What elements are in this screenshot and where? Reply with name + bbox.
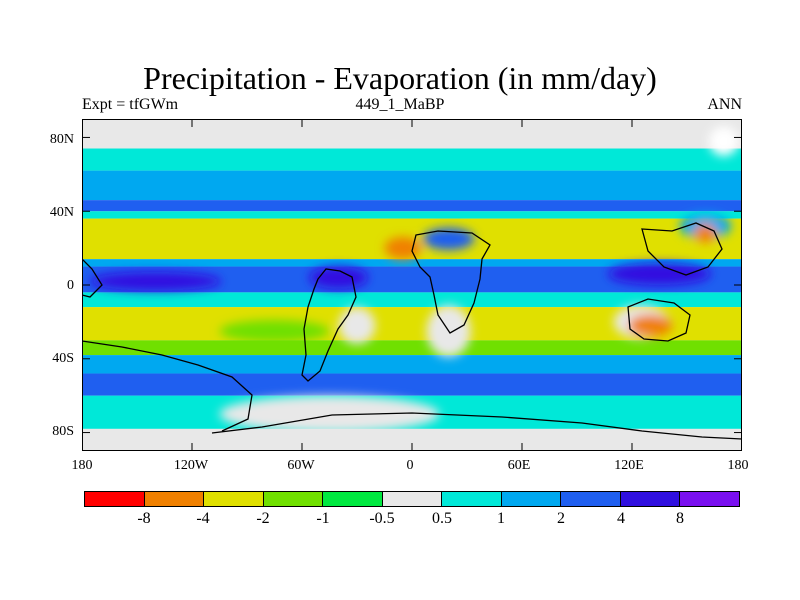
- colorbar-label: 4: [617, 510, 625, 527]
- field-patch: [694, 224, 717, 243]
- field-patches: [89, 126, 739, 433]
- lat-tick-label: 0: [67, 278, 74, 293]
- zonal-band: [82, 211, 742, 219]
- colorbar-cell: [382, 492, 443, 506]
- colorbar-cell: [323, 492, 383, 506]
- map-title: Precipitation - Evaporation (in mm/day): [143, 60, 657, 96]
- time-label: 449_1_MaBP: [355, 96, 445, 113]
- colorbar-cell: [204, 492, 264, 506]
- colorbar-cell: [680, 492, 740, 506]
- field-patch: [219, 320, 330, 343]
- colorbar-label: -8: [137, 510, 151, 527]
- south-america-coastline: [301, 268, 357, 382]
- south-pacific-coastline: [82, 340, 253, 432]
- field-patch: [219, 395, 440, 433]
- zonal-band: [82, 148, 742, 171]
- lon-tick-label: 60W: [287, 458, 315, 473]
- zonal-band: [82, 170, 742, 201]
- colorbar: [84, 491, 740, 507]
- lon-tick-label: 180: [71, 458, 93, 473]
- colorbar-label: -2: [256, 510, 270, 527]
- colorbar-cell: [501, 492, 562, 506]
- season-label: ANN: [707, 96, 742, 113]
- experiment-label: Expt = tfGWm: [82, 96, 179, 113]
- zonal-band: [82, 340, 742, 356]
- coastlines: [82, 222, 742, 440]
- field-patch: [608, 262, 711, 285]
- north-america-coastline: [82, 258, 103, 298]
- colorbar-label: 0.5: [432, 510, 452, 527]
- field-patch: [423, 227, 475, 250]
- zonal-band: [82, 373, 742, 396]
- lon-tick-label: 0: [406, 458, 414, 473]
- lon-tick-label: 120W: [173, 458, 209, 473]
- colorbar-label: 8: [676, 510, 684, 527]
- zonal-band: [82, 200, 742, 212]
- colorbar-cell: [620, 492, 681, 506]
- field-patch: [709, 126, 739, 156]
- lon-tick-label: 60E: [507, 458, 531, 473]
- colorbar-cell: [263, 492, 324, 506]
- colorbar-cell: [442, 492, 502, 506]
- colorbar-label: 2: [557, 510, 565, 527]
- lon-tick-label: 180: [727, 458, 749, 473]
- zonal-band: [82, 292, 742, 308]
- field-patch: [309, 266, 368, 289]
- lat-tick-label: 40S: [52, 351, 74, 366]
- zonal-band: [82, 428, 742, 451]
- lat-tick-label: 80N: [49, 132, 74, 147]
- zonal-band: [82, 355, 742, 374]
- field-patch: [628, 314, 673, 337]
- africa-coastline: [411, 230, 491, 334]
- lon-tick-label: 120E: [614, 458, 644, 473]
- antarctica-coastline: [211, 412, 742, 440]
- colorbar-cell: [144, 492, 205, 506]
- field-patch: [384, 237, 422, 260]
- precipitation-map: [82, 119, 742, 451]
- colorbar-label: 1: [497, 510, 505, 527]
- colorbar-label: -1: [316, 510, 330, 527]
- field-patch: [338, 307, 376, 345]
- colorbar-cell: [561, 492, 621, 506]
- zonal-band: [82, 259, 742, 267]
- asia-coastline: [641, 222, 723, 276]
- colorbar-label: -4: [196, 510, 210, 527]
- colorbar-label: -0.5: [369, 510, 395, 527]
- lat-tick-label: 40N: [49, 205, 74, 220]
- axis-ticks: [82, 119, 742, 451]
- lat-tick-label: 80S: [52, 424, 74, 439]
- colorbar-cell: [85, 492, 145, 506]
- australia-coastline: [627, 298, 691, 342]
- field-patch: [89, 272, 222, 291]
